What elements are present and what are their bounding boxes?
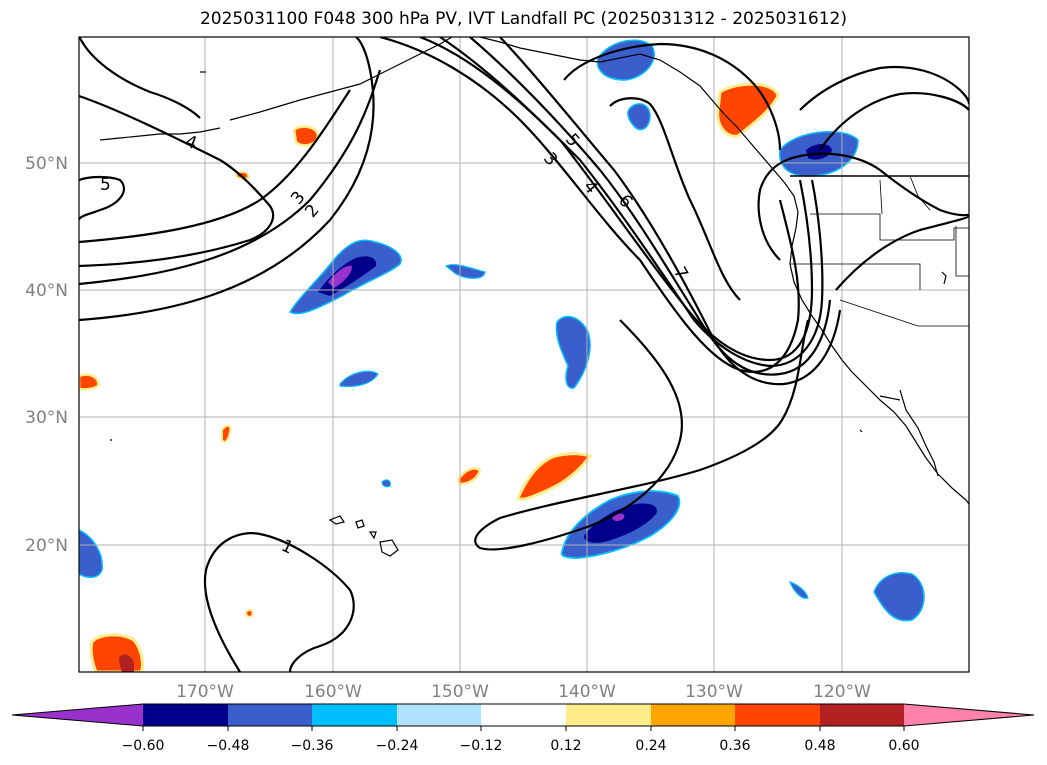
colorbar-segment bbox=[651, 704, 735, 726]
lon-label-160w: 160°W bbox=[304, 682, 362, 702]
colorbar-tick-label: −0.48 bbox=[207, 738, 250, 754]
colorbar-tick-label: 0.48 bbox=[804, 738, 835, 754]
colorbar-segment bbox=[397, 704, 481, 726]
lon-label-150w: 150°W bbox=[431, 682, 489, 702]
colorbar-ticks: −0.60 −0.48 −0.36 −0.24 −0.12 0.12 0.24 0.36 0.4… bbox=[122, 726, 920, 754]
colorbar-tick-label: 0.36 bbox=[719, 738, 750, 754]
colorbar-tick-label: −0.36 bbox=[291, 738, 334, 754]
colorbar-tick-label: −0.12 bbox=[460, 738, 503, 754]
lon-label-170w: 170°W bbox=[176, 682, 234, 702]
colorbar-tick-label: 0.12 bbox=[550, 738, 581, 754]
colorbar-segment bbox=[143, 704, 228, 726]
colorbar-tick-label: −0.60 bbox=[122, 738, 165, 754]
coastlines bbox=[99, 37, 969, 557]
lat-label-40n: 40°N bbox=[25, 281, 68, 301]
colorbar: −0.60 −0.48 −0.36 −0.24 −0.12 0.12 0.24 0.36 0.4… bbox=[11, 703, 1035, 754]
colorbar-segment bbox=[481, 704, 566, 726]
lat-label-50n: 50°N bbox=[25, 154, 68, 174]
colorbar-tick-label: 0.60 bbox=[888, 738, 919, 754]
lon-label-140w: 140°W bbox=[558, 682, 616, 702]
contour-label: 5 bbox=[100, 175, 111, 195]
lat-label-30n: 30°N bbox=[25, 408, 68, 428]
graticule bbox=[79, 37, 969, 672]
colorbar-segment bbox=[735, 704, 820, 726]
colorbar-segments bbox=[11, 703, 1035, 727]
map-plot-area: 1 2 3 3 4 4 5 5 6 7 bbox=[79, 37, 969, 672]
longitude-labels: 170°W 160°W 150°W 140°W 130°W 120°W bbox=[176, 682, 871, 702]
lon-label-130w: 130°W bbox=[685, 682, 743, 702]
map-frame bbox=[78, 36, 970, 673]
lon-label-120w: 120°W bbox=[813, 682, 871, 702]
colorbar-extend-high bbox=[904, 704, 1034, 726]
latitude-labels: 50°N 40°N 30°N 20°N bbox=[25, 154, 68, 556]
lat-label-20n: 20°N bbox=[25, 536, 68, 556]
colorbar-segment bbox=[312, 704, 397, 726]
colorbar-tick-label: 0.24 bbox=[635, 738, 666, 754]
colorbar-segment bbox=[566, 704, 651, 726]
figure-title: 2025031100 F048 300 hPa PV, IVT Landfall… bbox=[199, 9, 847, 29]
colorbar-segment bbox=[820, 704, 904, 726]
colorbar-extend-low bbox=[12, 704, 143, 726]
pv-contours bbox=[79, 37, 969, 672]
colorbar-segment bbox=[228, 704, 312, 726]
colorbar-tick-label: −0.24 bbox=[376, 738, 419, 754]
